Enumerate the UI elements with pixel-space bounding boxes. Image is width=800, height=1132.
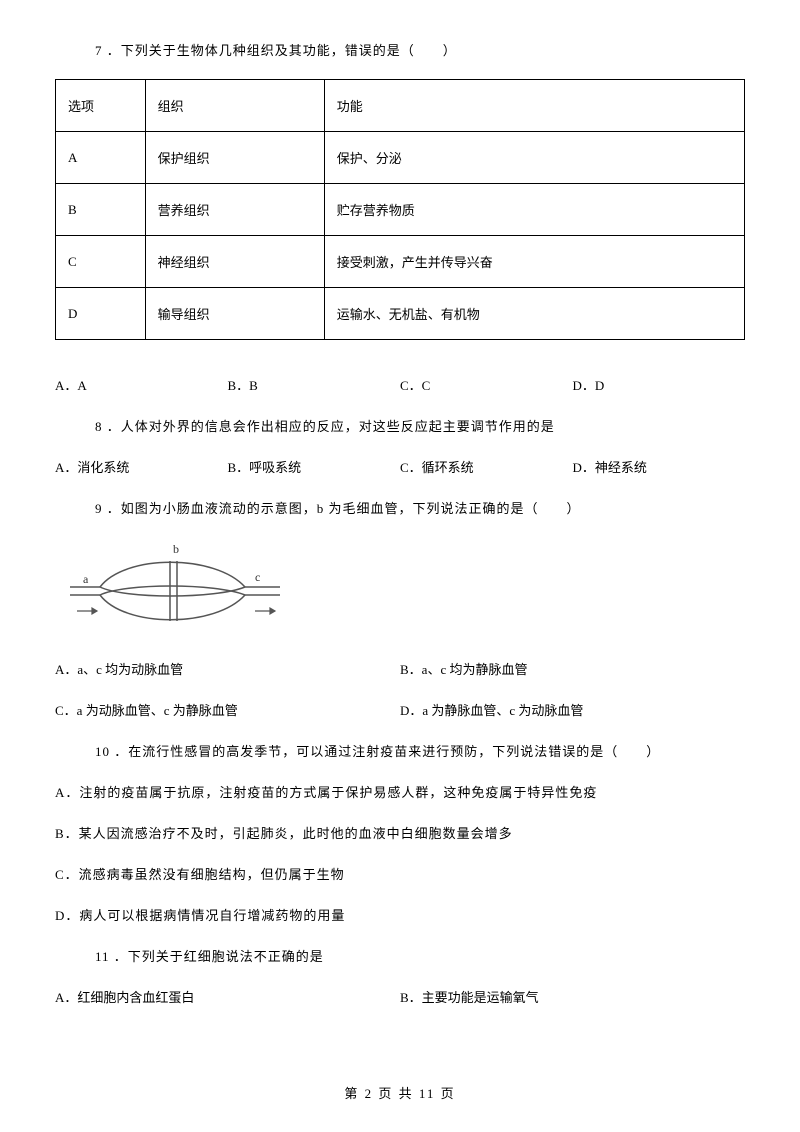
table-row: B 营养组织 贮存营养物质 xyxy=(56,184,745,236)
q8-opt-a: A．消化系统 xyxy=(55,457,228,476)
q7-opt-b: B．B xyxy=(228,375,401,394)
q7-options: A．A B．B C．C D．D xyxy=(55,375,745,394)
capillary-diagram: a b c xyxy=(65,539,295,634)
tissue-table: 选项 组织 功能 A 保护组织 保护、分泌 B 营养组织 贮存营养物质 C 神经… xyxy=(55,79,745,340)
q10-opt-b: B．某人因流感治疗不及时，引起肺炎，此时他的血液中白细胞数量会增多 xyxy=(55,823,745,842)
header-option: 选项 xyxy=(56,80,146,132)
q11-opt-a: A．红细胞内含血红蛋白 xyxy=(55,987,400,1006)
label-a: a xyxy=(83,572,89,586)
q11-options: A．红细胞内含血红蛋白 B．主要功能是运输氧气 xyxy=(55,987,745,1006)
header-function: 功能 xyxy=(324,80,744,132)
q9-intro: 9 ．如图为小肠血液流动的示意图，b 为毛细血管，下列说法正确的是（ ） xyxy=(95,498,745,517)
q9-options-row2: C．a 为动脉血管、c 为静脉血管 D．a 为静脉血管、c 为动脉血管 xyxy=(55,700,745,719)
q9-opt-b: B．a、c 均为静脉血管 xyxy=(400,659,745,678)
q8-intro: 8 ．人体对外界的信息会作出相应的反应，对这些反应起主要调节作用的是 xyxy=(95,416,745,435)
q10-intro: 10 ．在流行性感冒的高发季节，可以通过注射疫苗来进行预防，下列说法错误的是（ … xyxy=(95,741,745,760)
label-b: b xyxy=(173,542,179,556)
q10-opt-c: C．流感病毒虽然没有细胞结构，但仍属于生物 xyxy=(55,864,745,883)
q11-intro: 11 ．下列关于红细胞说法不正确的是 xyxy=(95,946,745,965)
table-header-row: 选项 组织 功能 xyxy=(56,80,745,132)
q7-opt-a: A．A xyxy=(55,375,228,394)
q8-opt-c: C．循环系统 xyxy=(400,457,573,476)
cell-tissue: 神经组织 xyxy=(145,236,324,288)
q9-opt-a: A．a、c 均为动脉血管 xyxy=(55,659,400,678)
q9-opt-c: C．a 为动脉血管、c 为静脉血管 xyxy=(55,700,400,719)
cell-option: B xyxy=(56,184,146,236)
header-tissue: 组织 xyxy=(145,80,324,132)
q10-opt-d: D．病人可以根据病情情况自行增减药物的用量 xyxy=(55,905,745,924)
cell-function: 贮存营养物质 xyxy=(324,184,744,236)
cell-tissue: 输导组织 xyxy=(145,288,324,340)
q7-intro: 7 ．下列关于生物体几种组织及其功能，错误的是（ ） xyxy=(95,40,745,59)
table-row: C 神经组织 接受刺激，产生并传导兴奋 xyxy=(56,236,745,288)
label-c: c xyxy=(255,570,260,584)
q11-opt-b: B．主要功能是运输氧气 xyxy=(400,987,745,1006)
cell-function: 接受刺激，产生并传导兴奋 xyxy=(324,236,744,288)
q10-opt-a: A．注射的疫苗属于抗原，注射疫苗的方式属于保护易感人群，这种免疫属于特异性免疫 xyxy=(55,782,745,801)
cell-option: C xyxy=(56,236,146,288)
q8-opt-d: D．神经系统 xyxy=(573,457,746,476)
cell-option: A xyxy=(56,132,146,184)
q8-options: A．消化系统 B．呼吸系统 C．循环系统 D．神经系统 xyxy=(55,457,745,476)
q9-options-row1: A．a、c 均为动脉血管 B．a、c 均为静脉血管 xyxy=(55,659,745,678)
q7-opt-d: D．D xyxy=(573,375,746,394)
capillary-svg: a b c xyxy=(65,539,295,634)
page-footer: 第 2 页 共 11 页 xyxy=(0,1083,800,1102)
cell-option: D xyxy=(56,288,146,340)
cell-tissue: 营养组织 xyxy=(145,184,324,236)
q7-opt-c: C．C xyxy=(400,375,573,394)
cell-function: 保护、分泌 xyxy=(324,132,744,184)
q9-opt-d: D．a 为静脉血管、c 为动脉血管 xyxy=(400,700,745,719)
cell-tissue: 保护组织 xyxy=(145,132,324,184)
table-row: D 输导组织 运输水、无机盐、有机物 xyxy=(56,288,745,340)
cell-function: 运输水、无机盐、有机物 xyxy=(324,288,744,340)
table-row: A 保护组织 保护、分泌 xyxy=(56,132,745,184)
q8-opt-b: B．呼吸系统 xyxy=(228,457,401,476)
